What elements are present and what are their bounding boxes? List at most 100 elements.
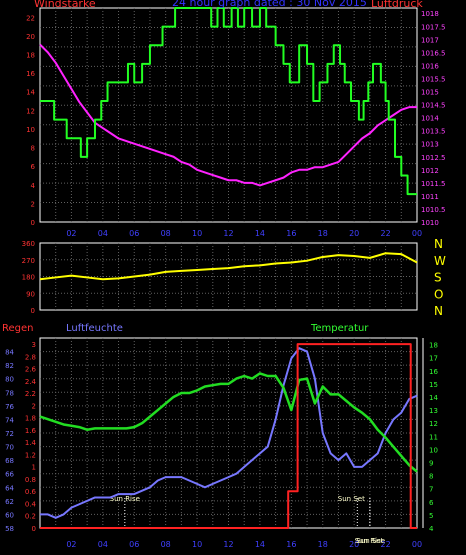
graph-title: 24 hour graph dated : 30 Nov 2015 [172,0,367,9]
temperature-tick-label: 12 [429,420,438,428]
humidity-tick-label: 70 [5,444,14,452]
humidity-tick-label: 82 [5,362,14,370]
wind-tick-label: 12 [26,107,35,115]
time-tick-label: 10 [192,540,202,549]
pressure-tick-label: 1018 [421,10,439,18]
compass-label: S [434,271,442,285]
wind-axis-title: Windstärke [34,0,96,10]
temperature-tick-label: 11 [429,433,438,441]
time-tick-label: 08 [161,540,171,549]
humidity-tick-label: 58 [5,525,14,533]
rain-tick-label: 2 [32,402,36,410]
temperature-tick-label: 5 [429,512,433,520]
rain-tick-label: 0.4 [25,500,37,508]
rain-tick-label: 1.6 [25,427,37,435]
wind-tick-label: 14 [26,89,35,97]
compass-label: N [434,304,443,318]
rain-tick-label: 2.6 [25,366,37,374]
time-tick-label: 12 [223,229,233,238]
time-tick-label: 04 [98,540,108,549]
direction-tick-label: 90 [26,290,35,298]
pressure-tick-label: 1015.5 [421,75,446,83]
rain-tick-label: 1.4 [25,439,37,447]
pressure-tick-label: 1017.5 [421,23,446,31]
temperature-tick-label: 7 [429,486,433,494]
rain-tick-label: 1.2 [25,451,36,459]
temperature-tick-label: 14 [429,394,438,402]
temperature-tick-label: 15 [429,381,438,389]
wind-tick-label: 6 [31,163,36,171]
pressure-tick-label: 1011 [421,193,439,201]
pressure-tick-label: 1017 [421,36,439,44]
time-tick-label: 06 [129,540,139,549]
wind-tick-label: 2 [31,200,35,208]
pressure-tick-label: 1013 [421,141,439,149]
time-tick-label: 16 [286,229,296,238]
pressure-tick-label: 1010 [421,219,439,227]
wind-tick-label: 18 [26,52,35,60]
rain-humidity-temperature-panel [39,337,418,529]
pressure-tick-label: 1014.5 [421,102,446,110]
time-tick-label: 10 [192,229,202,238]
rain-tick-label: 2.8 [25,353,36,361]
rain-axis-title: Regen [2,323,34,334]
rain-tick-label: 0.2 [25,513,36,521]
time-tick-label: 20 [349,540,359,549]
humidity-tick-label: 62 [5,498,14,506]
time-tick-label: 02 [66,229,76,238]
direction-tick-label: 0 [31,307,35,315]
time-tick-label: 06 [129,229,139,238]
temperature-tick-label: 6 [429,499,434,507]
time-tick-label: 20 [349,229,359,238]
direction-tick-label: 360 [22,240,35,248]
time-tick-label: 12 [223,540,233,549]
temperature-tick-label: 18 [429,342,438,350]
time-tick-label: 00 [412,540,422,549]
rain-tick-label: 1.8 [25,415,36,423]
wind-tick-label: 16 [26,70,35,78]
rain-line [40,343,417,529]
humidity-tick-label: 68 [5,457,14,465]
direction-tick-label: 180 [22,274,35,282]
pressure-axis-title: Luftdruck [371,0,423,10]
pressure-tick-label: 1016 [421,62,439,70]
rain-tick-label: 2.4 [25,378,37,386]
time-tick-label: 04 [98,229,108,238]
wind-pressure-panel [39,7,418,223]
pressure-tick-label: 1016.5 [421,49,446,57]
time-tick-label: 18 [318,229,328,238]
temperature-tick-label: 4 [429,525,434,533]
temperature-tick-label: 9 [429,459,433,467]
pressure-tick-label: 1012.5 [421,154,446,162]
direction-tick-label: 270 [22,257,35,265]
humidity-tick-label: 74 [5,416,14,424]
temperature-tick-label: 17 [429,355,438,363]
humidity-axis-title: Luftfeuchte [66,323,123,334]
humidity-tick-label: 84 [5,349,14,357]
temperature-tick-label: 10 [429,446,438,454]
humidity-tick-label: 66 [5,471,14,479]
time-tick-label: 16 [286,540,296,549]
pressure-tick-label: 1010.5 [421,206,446,214]
pressure-tick-label: 1012 [421,167,439,175]
time-tick-label: 02 [66,540,76,549]
humidity-tick-label: 72 [5,430,14,438]
wind-tick-label: 10 [26,126,35,134]
rain-tick-label: 0 [32,525,36,533]
sun-annotation: Sun Rise [355,537,385,545]
wind-tick-label: 22 [26,14,35,22]
temperature-axis-title: Temperatur [310,323,369,334]
time-tick-label: 00 [412,229,422,238]
rain-tick-label: 0.6 [25,488,37,496]
compass-label: O [434,287,443,301]
rain-tick-label: 1 [32,464,36,472]
pressure-tick-label: 1013.5 [421,128,446,136]
sun-annotation: Sun Set [356,537,383,545]
humidity-tick-label: 80 [5,376,14,384]
compass-label: W [434,254,446,268]
wind-tick-label: 8 [31,145,35,153]
humidity-tick-label: 64 [5,484,14,492]
time-tick-label: 22 [380,540,390,549]
